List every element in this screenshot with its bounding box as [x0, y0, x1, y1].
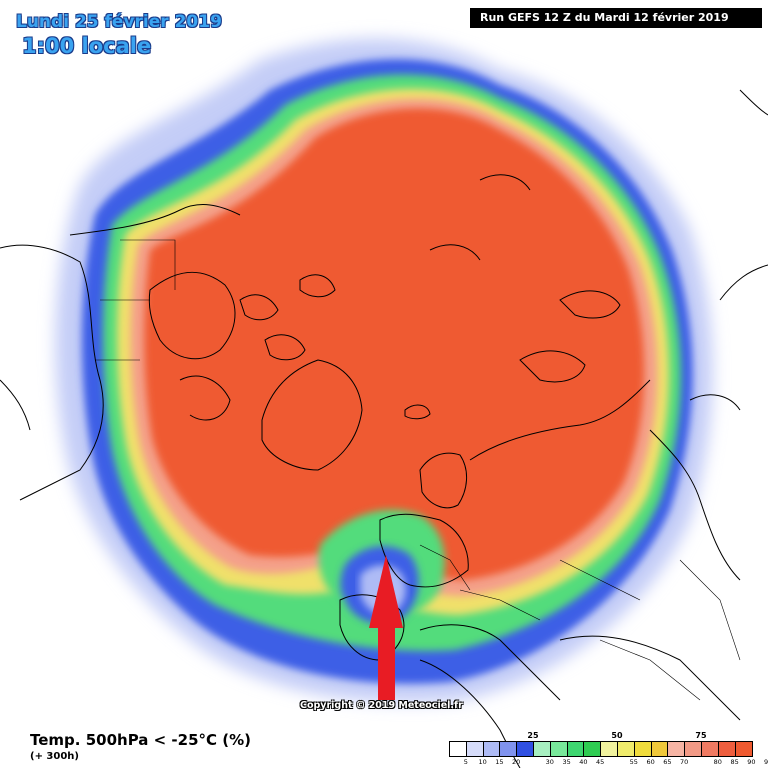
legend-swatch — [483, 742, 501, 756]
legend-major-label: 50 — [611, 731, 623, 740]
legend-tick-label: 80 — [713, 758, 722, 766]
legend-tick-label: 70 — [680, 758, 689, 766]
legend-major-label: 75 — [695, 731, 707, 740]
legend-tick-label: 45 — [596, 758, 605, 766]
red-arrow — [369, 555, 403, 700]
legend-tick-label: 35 — [562, 758, 571, 766]
legend-tick-label: 55 — [629, 758, 638, 766]
legend-swatch — [718, 742, 736, 756]
legend-tick-label: 10 — [478, 758, 487, 766]
arrow-head — [369, 555, 403, 628]
legend-swatch — [550, 742, 568, 756]
arrow-shaft — [378, 625, 395, 700]
legend-bar — [449, 741, 754, 757]
legend-tick-label: 90 — [747, 758, 756, 766]
legend-swatch — [466, 742, 484, 756]
legend-swatch — [651, 742, 669, 756]
legend-tick-label: 20 — [512, 758, 521, 766]
variable-title: Temp. 500hPa < -25°C (%) — [30, 731, 251, 749]
legend-swatch — [634, 742, 652, 756]
legend-swatch — [735, 742, 753, 756]
legend-swatch — [601, 742, 618, 756]
legend-tick-label: 5 — [463, 758, 468, 766]
legend-swatch — [450, 742, 467, 756]
legend-major-label: 25 — [527, 731, 539, 740]
legend-tick-label: 40 — [579, 758, 588, 766]
legend-swatch — [701, 742, 719, 756]
band-95-percent — [144, 108, 645, 580]
legend-tick-label: 60 — [646, 758, 655, 766]
color-legend: 5 10 15 20 30 35 40 45 55 60 65 70 80 85 90 95 25 50 75 — [449, 731, 768, 768]
legend-tick-label: 65 — [663, 758, 672, 766]
legend-swatch — [567, 742, 585, 756]
date-title: Lundi 25 février 2019 — [16, 12, 222, 32]
legend-swatch — [517, 742, 534, 756]
legend-swatch — [533, 742, 551, 756]
legend-swatch — [584, 742, 602, 756]
legend-swatch — [668, 742, 686, 756]
legend-tick-label: 15 — [495, 758, 504, 766]
borders — [95, 239, 741, 701]
legend-swatch — [685, 742, 702, 756]
coastlines — [0, 89, 768, 768]
run-info: Run GEFS 12 Z du Mardi 12 février 2019 — [470, 8, 762, 28]
legend-swatch — [617, 742, 635, 756]
copyright: Copyright © 2019 Meteociel.fr — [300, 700, 463, 711]
legend-tick-label: 30 — [545, 758, 554, 766]
probability-shading — [55, 38, 713, 703]
lead-time: (+ 300h) — [30, 751, 79, 762]
legend-tick-label: 85 — [730, 758, 739, 766]
legend-swatch — [500, 742, 518, 756]
legend-tick-label: 95 — [764, 758, 768, 766]
time-title: 1:00 locale — [22, 34, 152, 58]
